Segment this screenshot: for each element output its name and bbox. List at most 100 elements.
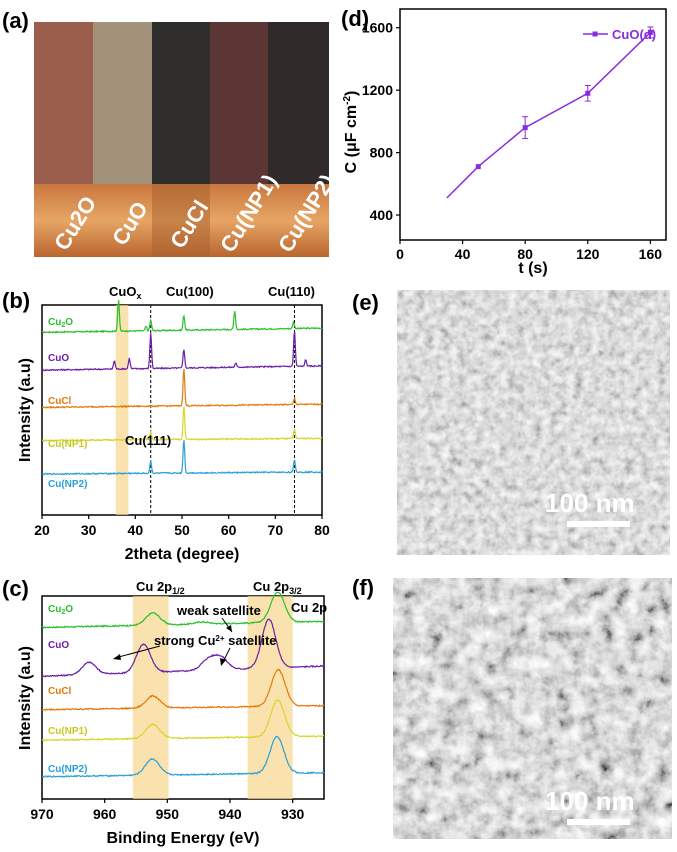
xrd-series-cucl <box>41 368 323 410</box>
sem-e-scale-text: 100 nm <box>545 488 635 518</box>
cap-plot-frame <box>399 8 667 241</box>
sem-f-scale-bar <box>567 819 630 825</box>
xps-arrow-strong-right-head <box>220 658 226 666</box>
cap-series-line <box>446 31 651 199</box>
xps-series-cu-np2 <box>41 735 325 778</box>
capacitance-chart: 0 40 80 120 160 400 800 1200 1600 CuO(d) t (s) C… <box>342 8 667 277</box>
xrd-x-tick-label-4: 60 <box>221 522 237 538</box>
xrd-x-tick-label-5: 70 <box>268 522 284 538</box>
xrd-x-tick-label-6: 80 <box>314 522 330 538</box>
swatch-cu2o <box>34 22 93 184</box>
xps-label-cu2o: Cu2O <box>48 604 73 616</box>
xps-annotation-cu2p12: Cu 2p1/2 <box>136 579 185 596</box>
cap-point-3 <box>585 90 591 96</box>
xrd-label-cuo: CuO <box>48 353 69 364</box>
sem-f-texture <box>393 578 672 839</box>
cap-point-4 <box>647 29 653 35</box>
xrd-annotation-cuox: CuOx <box>109 284 141 301</box>
xps-x-tick-label-2: 950 <box>156 806 180 822</box>
cap-plot-layer: 0 40 80 120 160 400 800 1200 1600 <box>362 20 662 262</box>
cap-y-tick-label-0: 400 <box>370 207 394 223</box>
swatch-cucl <box>152 22 210 184</box>
xps-series-cuo <box>41 618 325 678</box>
xps-x-axis-label: Binding Energy (eV) <box>107 830 260 847</box>
cap-x-tick-label-3: 120 <box>576 246 600 262</box>
xrd-series-cu-np1 <box>41 406 323 442</box>
sem-f-scale-text: 100 nm <box>545 786 635 816</box>
xrd-plot-layer: 20 30 40 50 60 70 80 <box>34 300 330 538</box>
cap-x-tick-label-4: 160 <box>639 246 663 262</box>
xrd-x-axis-label: 2theta (degree) <box>125 546 240 563</box>
sample-photo: Cu2O CuO CuCl Cu(NP1) Cu(NP2) <box>34 22 340 257</box>
panel-label-e: (e) <box>352 290 379 315</box>
xps-shade-band-1 <box>247 596 293 799</box>
cap-x-tick-label-0: 0 <box>396 246 404 262</box>
xps-arrow-strong-left-head <box>113 654 121 660</box>
cap-legend-marker <box>592 31 598 37</box>
xrd-annotation-cu111: Cu(111) <box>125 433 171 448</box>
xrd-chart: 20 30 40 50 60 70 80 CuOx Cu(100) Cu(110) Cu(1… <box>17 284 330 563</box>
xrd-label-cu2o: Cu2O <box>48 317 73 329</box>
cap-point-2 <box>522 125 528 131</box>
xps-x-tick-label-4: 930 <box>281 806 305 822</box>
xps-annotation-cu2p: Cu 2p <box>291 600 327 615</box>
xps-y-axis-label: Intensity (a.u) <box>17 646 34 750</box>
swatch-cuo <box>93 22 152 184</box>
xps-arrow-strong-left <box>114 645 161 659</box>
panel-label-d: (d) <box>341 6 369 31</box>
xrd-label-cu-np1: Cu(NP1) <box>48 439 87 450</box>
xps-chart: 970 960 950 940 930 Cu 2p1/2 Cu 2p3/2 Cu 2p … <box>17 579 327 847</box>
swatch-cu-np2 <box>268 22 329 184</box>
xrd-series-cu2o <box>42 300 323 334</box>
cap-y-axis-label: C (μF cm-2) <box>342 91 360 174</box>
xps-x-tick-label-3: 940 <box>218 806 242 822</box>
xrd-x-tick-label-1: 30 <box>81 522 97 538</box>
xps-x-tick-label-1: 960 <box>93 806 117 822</box>
panel-label-f: (f) <box>352 575 374 600</box>
cap-y-tick-label-3: 1600 <box>362 20 393 36</box>
xrd-x-tick-label-0: 20 <box>34 522 50 538</box>
cap-point-1 <box>475 164 481 170</box>
sem-image-f: 100 nm <box>393 578 672 839</box>
xps-shade-band-0 <box>132 596 169 799</box>
xrd-x-tick-label-3: 50 <box>174 522 190 538</box>
xps-annotation-strong-satellite: strong Cu2+ satellite <box>154 633 277 648</box>
cap-x-tick-label-2: 80 <box>517 246 533 262</box>
xrd-y-axis-label: Intensity (a.u) <box>17 358 34 462</box>
xps-label-cu-np1: Cu(NP1) <box>48 726 87 737</box>
xrd-annotation-cu100: Cu(100) <box>166 284 214 299</box>
xps-label-cuo: CuO <box>48 640 69 651</box>
xps-label-cucl: CuCl <box>48 686 72 697</box>
cap-y-tick-label-1: 800 <box>370 145 394 161</box>
xps-annotation-weak-satellite: weak satellite <box>176 603 261 618</box>
xps-series-cu2o <box>41 591 325 629</box>
cap-x-tick-label-1: 40 <box>455 246 471 262</box>
xps-x-tick-label-0: 970 <box>30 806 54 822</box>
cap-legend-label: CuO(d) <box>612 27 656 42</box>
xps-annotation-cu2p32: Cu 2p3/2 <box>253 579 302 596</box>
xrd-label-cu-np2: Cu(NP2) <box>48 479 87 490</box>
xrd-label-cucl: CuCl <box>48 396 72 407</box>
xrd-series-cuo <box>41 331 323 372</box>
xrd-series-cu-np2 <box>41 440 323 476</box>
copper-band-shade <box>152 184 210 257</box>
panel-label-c: (c) <box>2 576 29 601</box>
xps-label-cu-np2: Cu(NP2) <box>48 764 87 775</box>
cap-y-tick-label-2: 1200 <box>362 82 393 98</box>
xrd-x-tick-label-2: 40 <box>128 522 144 538</box>
xrd-shade-band-0 <box>115 305 129 515</box>
xps-plot-layer: 970 960 950 940 930 <box>30 591 325 822</box>
xps-series-cucl <box>41 668 325 712</box>
panel-label-a: (a) <box>2 8 29 33</box>
sem-e-texture <box>397 290 670 555</box>
swatch-cu-np1 <box>210 22 268 184</box>
xrd-annotation-cu110: Cu(110) <box>268 284 315 299</box>
cap-x-axis-label: t (s) <box>518 260 547 277</box>
sem-image-e: 100 nm <box>397 290 670 555</box>
xps-arrow-weak-head <box>226 625 232 632</box>
panel-label-b: (b) <box>2 288 30 313</box>
xps-plot-frame <box>41 595 325 800</box>
xps-series-cu-np1 <box>41 698 325 742</box>
sem-e-scale-bar <box>567 521 630 527</box>
